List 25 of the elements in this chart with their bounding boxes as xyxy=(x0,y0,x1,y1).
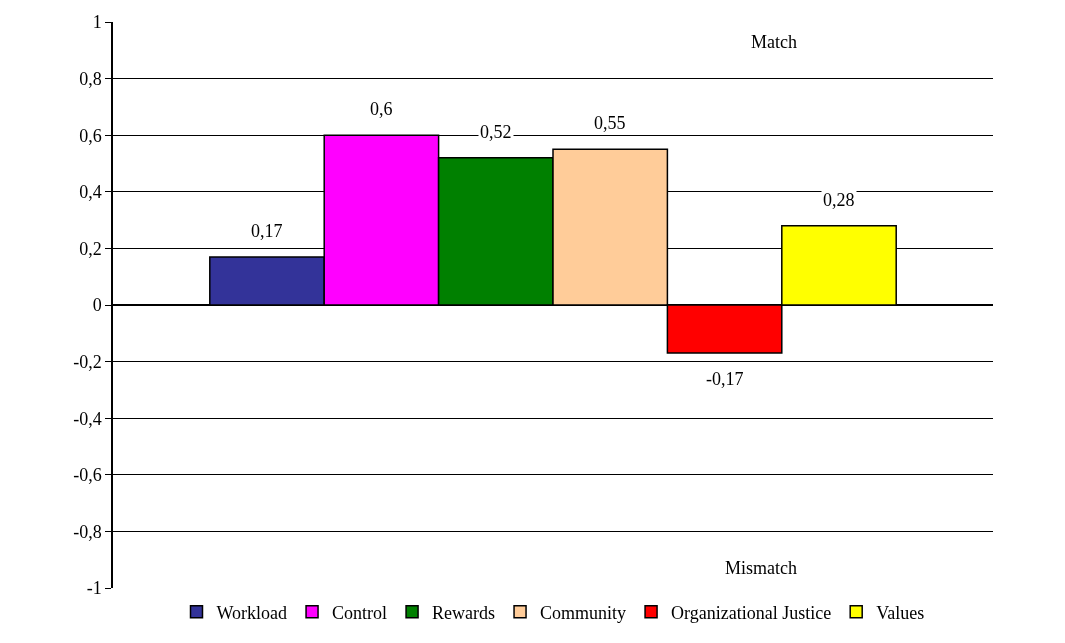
y-tick-label: 0 xyxy=(92,295,102,316)
legend-label: Values xyxy=(876,602,925,623)
data-label: 0,55 xyxy=(594,113,626,133)
y-tick-label: -1 xyxy=(86,578,102,599)
annotation: Match xyxy=(751,32,797,52)
data-label: 0,28 xyxy=(823,190,855,210)
legend-label: Rewards xyxy=(432,602,496,623)
data-label: -0,17 xyxy=(706,369,744,389)
data-label: 0,52 xyxy=(480,122,512,142)
y-tick-label: -0,4 xyxy=(73,408,102,429)
y-tick-label: -0,6 xyxy=(73,465,102,486)
annotation: Mismatch xyxy=(725,558,797,578)
legend-label: Workload xyxy=(216,602,288,623)
data-label: 0,17 xyxy=(251,221,283,241)
legend-label: Community xyxy=(540,602,627,623)
y-tick-label: -0,2 xyxy=(73,351,102,372)
legend-label: Control xyxy=(332,602,388,623)
y-tick-label: 0,4 xyxy=(79,182,102,203)
y-tick-label: 0,6 xyxy=(79,125,102,146)
y-tick-label: -0,8 xyxy=(73,521,102,542)
y-tick-label: 0,8 xyxy=(79,68,102,89)
data-label: 0,6 xyxy=(370,99,393,119)
y-tick-label: 1 xyxy=(92,12,102,33)
legend-label: Organizational Justice xyxy=(671,602,832,623)
y-tick-label: 0,2 xyxy=(79,238,102,259)
